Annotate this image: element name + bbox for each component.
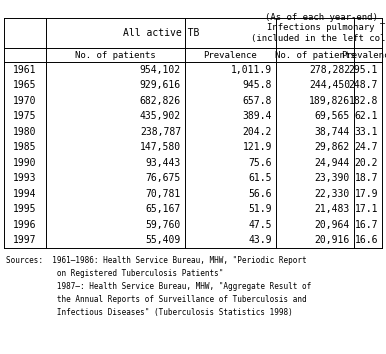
- Text: 51.9: 51.9: [249, 204, 272, 214]
- Text: 22,330: 22,330: [315, 189, 350, 199]
- Text: 248.7: 248.7: [349, 80, 378, 90]
- Text: 43.9: 43.9: [249, 235, 272, 245]
- Text: 1980: 1980: [13, 127, 37, 137]
- Text: 75.6: 75.6: [249, 158, 272, 168]
- Text: 189,826: 189,826: [309, 96, 350, 106]
- Text: 55,409: 55,409: [146, 235, 181, 245]
- Text: Sources:  1961–1986: Health Service Bureau, MHW, "Periodic Report: Sources: 1961–1986: Health Service Burea…: [6, 256, 306, 265]
- Text: 69,565: 69,565: [315, 111, 350, 121]
- Text: Prevalence: Prevalence: [341, 51, 386, 59]
- Text: 1996: 1996: [13, 220, 37, 230]
- Text: 24,944: 24,944: [315, 158, 350, 168]
- Text: 20,964: 20,964: [315, 220, 350, 230]
- Text: 238,787: 238,787: [140, 127, 181, 137]
- Text: Infectious Diseases" (Tuberculosis Statistics 1998): Infectious Diseases" (Tuberculosis Stati…: [6, 308, 293, 317]
- Text: 59,760: 59,760: [146, 220, 181, 230]
- Text: 954,102: 954,102: [140, 65, 181, 75]
- Text: 47.5: 47.5: [249, 220, 272, 230]
- Text: 1995: 1995: [13, 204, 37, 214]
- Text: 147,580: 147,580: [140, 142, 181, 152]
- Text: 682,826: 682,826: [140, 96, 181, 106]
- Text: 38,744: 38,744: [315, 127, 350, 137]
- Text: 244,450: 244,450: [309, 80, 350, 90]
- Text: 929,616: 929,616: [140, 80, 181, 90]
- Text: the Annual Reports of Surveillance of Tuberculosis and: the Annual Reports of Surveillance of Tu…: [6, 295, 306, 304]
- Text: 16.6: 16.6: [354, 235, 378, 245]
- Text: Infections pulmonary TB
(included in the left column): Infections pulmonary TB (included in the…: [251, 23, 386, 43]
- Text: 657.8: 657.8: [243, 96, 272, 106]
- Text: 20.2: 20.2: [354, 158, 378, 168]
- Text: 17.1: 17.1: [354, 204, 378, 214]
- Text: 1,011.9: 1,011.9: [231, 65, 272, 75]
- Text: 204.2: 204.2: [243, 127, 272, 137]
- Text: 20,916: 20,916: [315, 235, 350, 245]
- Text: 389.4: 389.4: [243, 111, 272, 121]
- Text: 945.8: 945.8: [243, 80, 272, 90]
- Text: 1997: 1997: [13, 235, 37, 245]
- Text: 56.6: 56.6: [249, 189, 272, 199]
- Text: 29,862: 29,862: [315, 142, 350, 152]
- Text: 435,902: 435,902: [140, 111, 181, 121]
- Text: 1961: 1961: [13, 65, 37, 75]
- Text: on Registered Tuberculosis Patients": on Registered Tuberculosis Patients": [6, 269, 223, 278]
- Text: 23,390: 23,390: [315, 173, 350, 183]
- Text: (As of each year-end): (As of each year-end): [265, 13, 378, 22]
- Text: No. of patients: No. of patients: [75, 51, 156, 59]
- Text: 24.7: 24.7: [354, 142, 378, 152]
- Text: 70,781: 70,781: [146, 189, 181, 199]
- Text: No. of patients: No. of patients: [275, 51, 355, 59]
- Text: 16.7: 16.7: [354, 220, 378, 230]
- Text: 61.5: 61.5: [249, 173, 272, 183]
- Text: 17.9: 17.9: [354, 189, 378, 199]
- Text: 1970: 1970: [13, 96, 37, 106]
- Text: 93,443: 93,443: [146, 158, 181, 168]
- Text: 1993: 1993: [13, 173, 37, 183]
- Text: All active TB: All active TB: [123, 28, 199, 38]
- Text: 65,167: 65,167: [146, 204, 181, 214]
- Text: 295.1: 295.1: [349, 65, 378, 75]
- Text: 1975: 1975: [13, 111, 37, 121]
- Text: 278,282: 278,282: [309, 65, 350, 75]
- Text: 1985: 1985: [13, 142, 37, 152]
- Text: 1990: 1990: [13, 158, 37, 168]
- Text: 62.1: 62.1: [354, 111, 378, 121]
- Text: 1987–: Health Service Bureau, MHW, "Aggregate Result of: 1987–: Health Service Bureau, MHW, "Aggr…: [6, 282, 311, 291]
- Text: 1965: 1965: [13, 80, 37, 90]
- Text: Prevalence: Prevalence: [204, 51, 257, 59]
- Text: 1994: 1994: [13, 189, 37, 199]
- Text: 121.9: 121.9: [243, 142, 272, 152]
- Text: 76,675: 76,675: [146, 173, 181, 183]
- Text: 182.8: 182.8: [349, 96, 378, 106]
- Text: 21,483: 21,483: [315, 204, 350, 214]
- Text: 33.1: 33.1: [354, 127, 378, 137]
- Text: 18.7: 18.7: [354, 173, 378, 183]
